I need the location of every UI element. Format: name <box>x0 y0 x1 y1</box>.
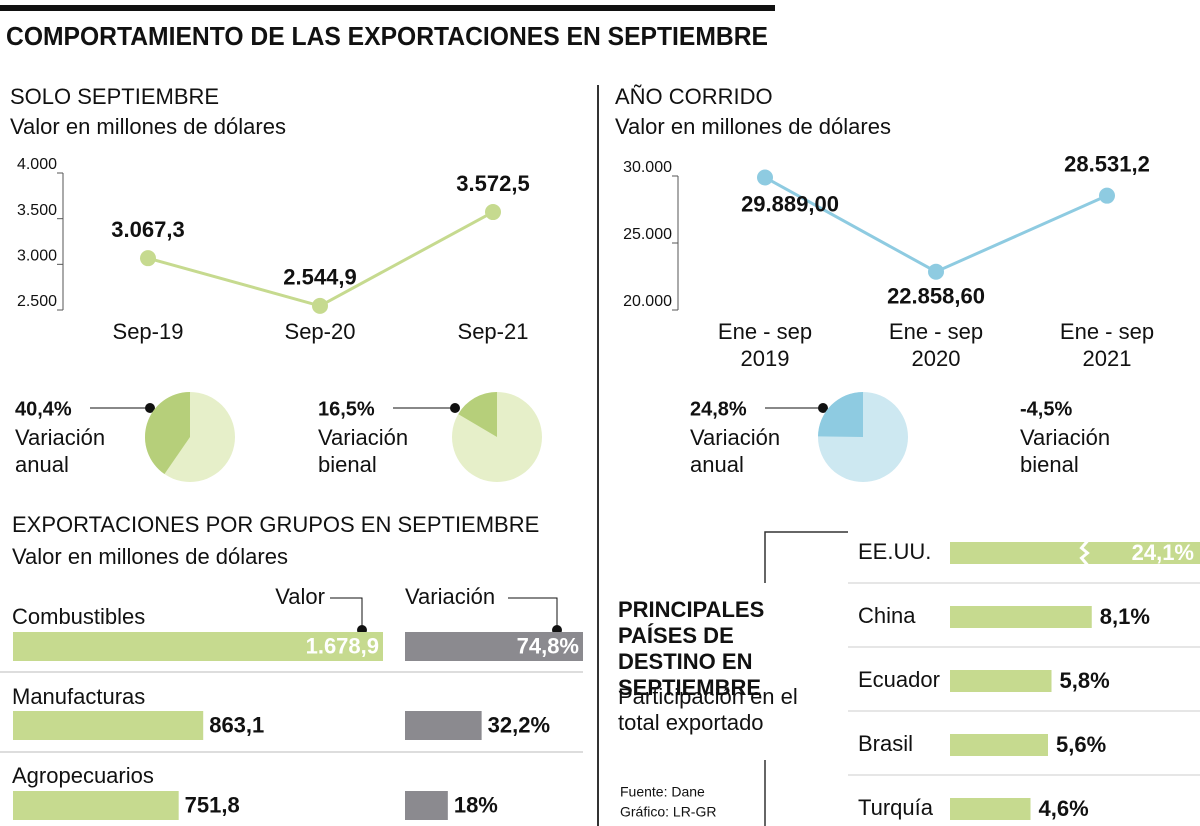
value-label: 16,5% <box>318 398 375 420</box>
bar <box>405 711 482 740</box>
value-label: 40,4% <box>15 398 72 420</box>
pie-label: Variación anual <box>15 425 106 477</box>
value-label: 74,8% <box>517 633 579 658</box>
page-title: COMPORTAMIENTO DE LAS EXPORTACIONES EN S… <box>6 21 768 51</box>
value-label: 5,6% <box>1056 732 1106 757</box>
value-label: 18% <box>454 792 498 817</box>
y-tick-label: 20.000 <box>623 293 672 310</box>
x-tick-label: Ene - sep 2021 <box>1059 319 1155 371</box>
bar <box>950 542 1200 564</box>
connector-dot <box>450 403 460 413</box>
chart-subtitle: Participación en el total exportado <box>618 684 798 735</box>
x-tick-label: Sep-20 <box>284 319 356 344</box>
legend-label: Valor <box>275 584 325 609</box>
chart-title: EXPORTACIONES POR GRUPOS EN SEPTIEMBRE <box>12 512 540 537</box>
y-tick-label: 30.000 <box>623 159 672 176</box>
bar <box>950 734 1048 756</box>
bracket <box>764 531 848 583</box>
value-label: 1.678,9 <box>306 633 379 658</box>
bar <box>13 791 179 820</box>
value-label: 863,1 <box>209 712 264 737</box>
bar <box>950 670 1052 692</box>
pie-label: Variación bienal <box>318 425 409 477</box>
chart-subtitle: Valor en millones de dólares <box>10 114 286 139</box>
connector-dot <box>145 403 155 413</box>
legend-label: Variación <box>405 584 495 609</box>
point <box>928 263 944 280</box>
category-label: Combustibles <box>12 604 145 629</box>
connector-dot <box>818 403 828 413</box>
bar <box>405 632 583 661</box>
value-label: 3.572,5 <box>456 171 529 196</box>
bar <box>950 798 1031 820</box>
stat-label: Variación bienal <box>1020 425 1111 477</box>
value-label: 5,8% <box>1060 668 1110 693</box>
y-tick-label: 3.500 <box>17 202 57 219</box>
value-label: 29.889,00 <box>741 191 839 216</box>
y-tick-label: 4.000 <box>17 156 57 173</box>
x-tick-label: Sep-21 <box>457 319 529 344</box>
category-label: Ecuador <box>858 667 940 692</box>
top-rule <box>0 5 775 11</box>
pie-slice <box>144 392 190 475</box>
value-label: 751,8 <box>185 792 240 817</box>
pie-slice <box>458 392 497 437</box>
bar <box>13 632 383 661</box>
y-tick-label: 2.500 <box>17 293 57 310</box>
value-label: 32,2% <box>488 712 550 737</box>
x-tick-label: Sep-19 <box>112 319 184 344</box>
category-label: Agropecuarios <box>12 763 154 788</box>
axis-break <box>1079 540 1090 566</box>
category-label: Brasil <box>858 731 913 756</box>
point <box>485 204 501 221</box>
credit: Gráfico: LR-GR <box>620 804 716 820</box>
legend-connector <box>508 597 558 630</box>
point <box>140 250 156 267</box>
value-label: 4,6% <box>1039 796 1089 821</box>
pie-slice <box>818 392 863 437</box>
category-label: China <box>858 603 916 628</box>
x-tick-label: Ene - sep 2020 <box>888 319 984 371</box>
chart-title: SOLO SEPTIEMBRE <box>10 84 220 109</box>
bar <box>13 711 204 740</box>
y-tick-label: 3.000 <box>17 248 57 265</box>
line <box>147 210 494 308</box>
value-label: 22.858,60 <box>887 284 985 309</box>
chart-title: AÑO CORRIDO <box>615 84 773 109</box>
legend-connector <box>330 597 363 630</box>
chart-subtitle: Valor en millones de dólares <box>615 114 891 139</box>
source: Fuente: Dane <box>620 784 705 800</box>
x-tick-label: Ene - sep 2019 <box>717 319 813 371</box>
point <box>1099 187 1115 204</box>
category-label: EE.UU. <box>858 539 931 564</box>
bar <box>405 791 448 820</box>
value-label: 24,1% <box>1132 540 1194 565</box>
value-label: 3.067,3 <box>111 217 184 242</box>
point <box>757 169 773 186</box>
category-label: Turquía <box>858 795 934 820</box>
chart-subtitle: Valor en millones de dólares <box>12 544 288 569</box>
pie-label: Variación anual <box>690 425 781 477</box>
chart-title: PRINCIPALES PAÍSES DE DESTINO EN SEPTIEM… <box>618 597 765 700</box>
value-label: 24,8% <box>690 398 747 420</box>
category-label: Manufacturas <box>12 684 145 709</box>
value-label: -4,5% <box>1020 398 1072 420</box>
bar <box>950 606 1092 628</box>
value-label: 8,1% <box>1100 604 1150 629</box>
point <box>312 297 328 314</box>
y-tick-label: 25.000 <box>623 226 672 243</box>
value-label: 28.531,2 <box>1064 151 1150 176</box>
value-label: 2.544,9 <box>283 265 356 290</box>
